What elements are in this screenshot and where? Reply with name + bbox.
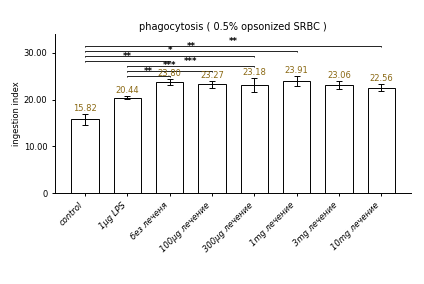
Text: 23.27: 23.27 <box>200 71 224 80</box>
Title: phagocytosis ( 0.5% opsonized SRBC ): phagocytosis ( 0.5% opsonized SRBC ) <box>139 22 327 32</box>
Text: 23.18: 23.18 <box>243 68 266 77</box>
Bar <box>283 81 310 193</box>
Bar <box>114 97 141 193</box>
Bar <box>156 82 184 193</box>
Bar <box>71 119 99 193</box>
Bar <box>198 84 226 193</box>
Bar <box>368 87 395 193</box>
Text: **: ** <box>144 67 153 76</box>
Text: **: ** <box>123 52 132 61</box>
Text: 20.44: 20.44 <box>116 86 139 95</box>
Text: 23.91: 23.91 <box>285 66 309 75</box>
Text: *: * <box>167 46 172 55</box>
Text: ***: *** <box>163 61 176 70</box>
Y-axis label: ingestion index: ingestion index <box>12 81 21 146</box>
Text: 15.82: 15.82 <box>73 104 97 112</box>
Text: ***: *** <box>184 57 198 66</box>
Text: **: ** <box>187 42 195 51</box>
Text: 23.80: 23.80 <box>158 68 181 78</box>
Text: **: ** <box>229 37 238 46</box>
Bar <box>325 85 353 193</box>
Text: 23.06: 23.06 <box>327 71 351 80</box>
Text: 22.56: 22.56 <box>369 74 393 83</box>
Bar <box>240 85 268 193</box>
